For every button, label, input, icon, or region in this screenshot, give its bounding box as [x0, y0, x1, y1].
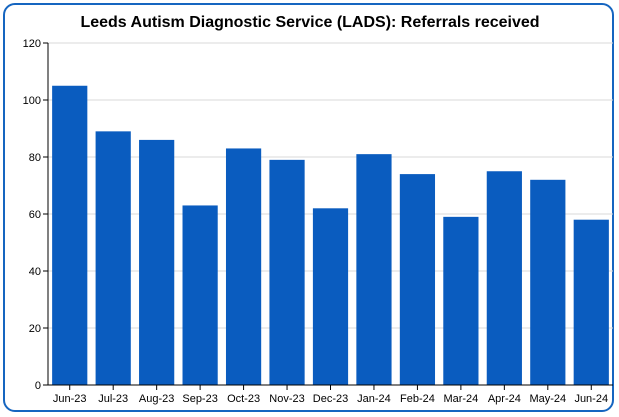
y-tick-label: 20 [29, 323, 41, 335]
x-tick-label: May-24 [529, 393, 566, 405]
bar-apr-24 [486, 171, 522, 385]
axes [43, 42, 613, 390]
bar-feb-24 [399, 174, 436, 385]
x-tick-label: Nov-23 [269, 393, 304, 405]
y-tick-label: 40 [29, 266, 41, 278]
bar-jun-23 [52, 85, 88, 385]
bar-nov-23 [269, 159, 305, 385]
x-tick-label: Mar-24 [443, 393, 478, 405]
bar-oct-23 [225, 148, 262, 385]
x-tick-label: Jan-24 [357, 393, 391, 405]
x-tick-label: Jun-23 [53, 393, 87, 405]
bars [52, 85, 609, 385]
x-tick-label: Oct-23 [227, 393, 260, 405]
x-tick-label: Apr-24 [488, 393, 521, 405]
x-tick-label: Feb-24 [400, 393, 435, 405]
bar-aug-23 [139, 139, 175, 385]
bar-jul-23 [95, 131, 131, 385]
x-tick-label: Sep-23 [182, 393, 217, 405]
x-tick-label: Dec-23 [313, 393, 348, 405]
y-tick-label: 0 [35, 380, 41, 392]
y-tick-label: 80 [29, 152, 41, 164]
chart-title: Leeds Autism Diagnostic Service (LADS): … [80, 14, 539, 31]
bar-may-24 [530, 179, 566, 385]
bar-mar-24 [443, 216, 479, 385]
y-tick-label: 60 [29, 209, 41, 221]
bar-jan-24 [356, 154, 392, 385]
x-tick-label: Jun-24 [574, 393, 608, 405]
x-tick-label: Jul-23 [98, 393, 128, 405]
bar-dec-23 [312, 208, 349, 385]
x-tick-labels: Jun-23 Jul-23 Aug-23 Sep-23 Oct-23 Nov-23 Dec-… [53, 393, 608, 405]
x-tick-label: Aug-23 [139, 393, 174, 405]
bar-jun-24 [573, 219, 609, 385]
y-tick-labels: 0 20 40 60 80 100 120 [23, 38, 41, 392]
y-tick-label: 100 [23, 95, 41, 107]
y-tick-label: 120 [23, 38, 41, 50]
bar-sep-23 [182, 205, 218, 385]
